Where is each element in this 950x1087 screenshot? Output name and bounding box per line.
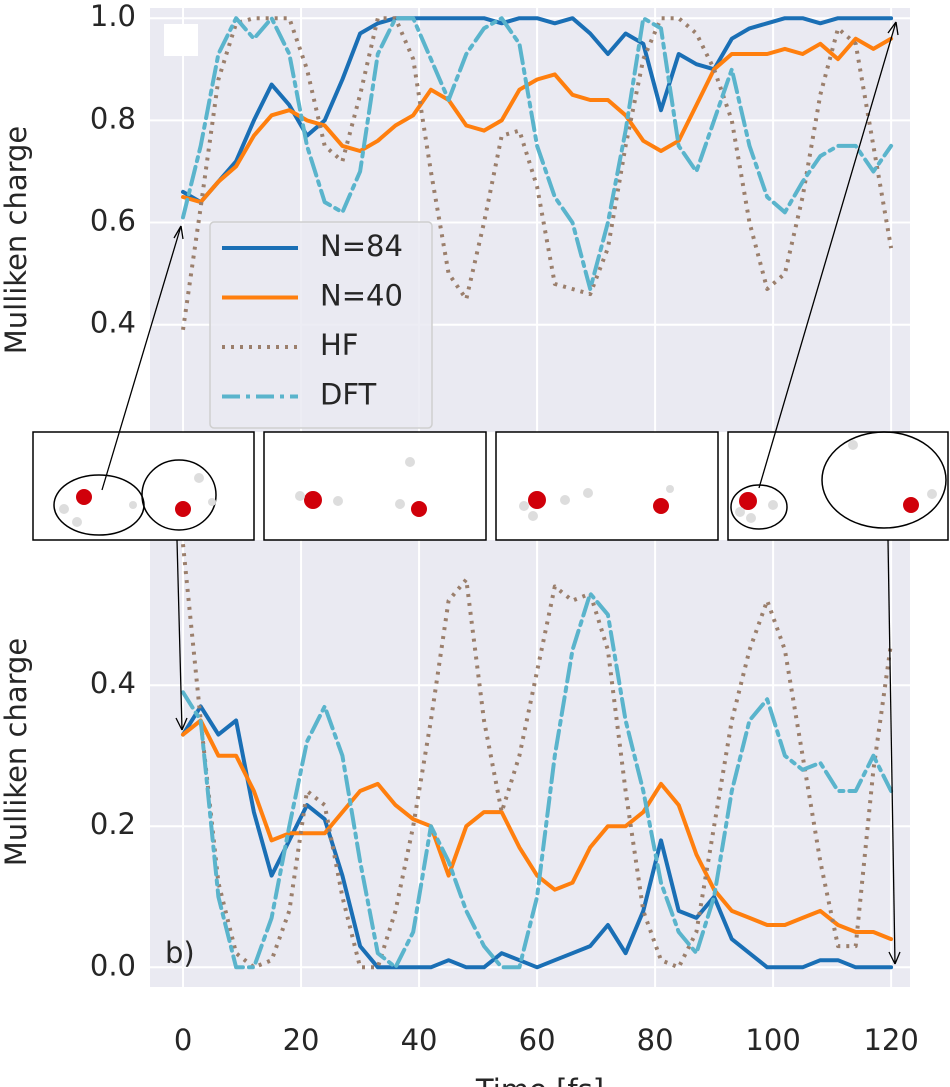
y-tick-label: 0.2	[90, 807, 136, 841]
x-tick-label: 80	[637, 1023, 674, 1057]
y-axis-label: Mulliken charge	[0, 126, 33, 355]
inset	[495, 431, 719, 541]
y-tick-label: 0.4	[90, 306, 136, 340]
x-axis-label: Time [fs]	[475, 1073, 604, 1087]
legend-label: HF	[320, 328, 359, 362]
x-tick-label: 120	[863, 1023, 918, 1057]
y-axis-label: Mulliken charge	[0, 638, 33, 867]
x-tick-label: 100	[745, 1023, 800, 1057]
y-tick-label: 0.6	[90, 204, 136, 238]
series-line	[181, 16, 894, 331]
molecules	[59, 440, 937, 527]
x-tick-label: 60	[519, 1023, 556, 1057]
legend-box	[209, 221, 433, 429]
series-line	[181, 16, 894, 291]
series-line	[181, 591, 894, 970]
ellipse	[821, 431, 947, 529]
y-tick-label: 0.8	[90, 101, 136, 135]
ellipse	[141, 459, 217, 531]
x-tick-label: 0	[174, 1023, 192, 1057]
legend-label: N=84	[320, 229, 403, 263]
plot-area-bottom	[150, 540, 910, 987]
x-tick-label: 40	[401, 1023, 438, 1057]
y-tick-label: 0.4	[90, 666, 136, 700]
label-box	[164, 24, 198, 56]
insets	[32, 21, 949, 965]
inset	[263, 431, 487, 541]
legend-label: N=40	[320, 279, 403, 313]
y-tick-label: 1.0	[90, 0, 136, 33]
arrows	[101, 21, 901, 965]
x-tick-label: 20	[283, 1023, 320, 1057]
panel-label: b)	[165, 936, 195, 970]
series-line	[181, 704, 894, 970]
series-line	[181, 544, 894, 970]
legend-label: DFT	[320, 378, 377, 412]
y-tick-label: 0.0	[90, 948, 136, 982]
ellipse	[730, 484, 788, 530]
